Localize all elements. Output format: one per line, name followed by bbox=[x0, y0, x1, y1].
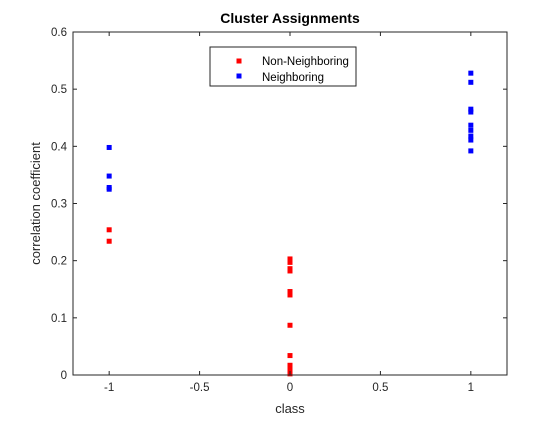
data-point-neighboring bbox=[106, 186, 112, 192]
data-markers bbox=[106, 70, 474, 377]
data-point-non-neighboring bbox=[106, 227, 112, 233]
y-axis-label: correlation coefficient bbox=[28, 142, 43, 265]
legend-label-non-neighboring: Non-Neighboring bbox=[262, 56, 349, 68]
data-point-non-neighboring bbox=[106, 238, 112, 244]
data-point-neighboring bbox=[468, 106, 474, 112]
y-tick-label: 0 bbox=[61, 370, 67, 382]
chart-title: Cluster Assignments bbox=[220, 10, 360, 26]
data-point-neighboring bbox=[468, 133, 474, 139]
data-point-neighboring bbox=[468, 148, 474, 154]
y-axis-ticks: 0 0.1 0.2 0.3 0.4 0.5 0.6 bbox=[51, 27, 507, 382]
data-point-non-neighboring bbox=[287, 256, 293, 262]
data-point-neighboring bbox=[468, 109, 474, 115]
legend-label-neighboring: Neighboring bbox=[262, 72, 324, 84]
x-axis-label: class bbox=[275, 401, 305, 416]
legend-marker-neighboring bbox=[236, 73, 242, 79]
data-point-non-neighboring bbox=[287, 292, 293, 298]
data-point-non-neighboring bbox=[287, 259, 293, 265]
data-point-non-neighboring bbox=[287, 322, 293, 328]
data-point-non-neighboring bbox=[287, 362, 293, 368]
x-tick-label: 1 bbox=[468, 382, 474, 394]
legend: Non-Neighboring Neighboring bbox=[209, 46, 357, 87]
data-point-neighboring bbox=[106, 173, 112, 179]
data-point-neighboring bbox=[468, 137, 474, 143]
legend-box bbox=[209, 46, 357, 87]
data-point-neighboring bbox=[468, 70, 474, 76]
plot-area bbox=[73, 32, 507, 375]
data-point-neighboring bbox=[106, 144, 112, 150]
y-tick-label: 0.4 bbox=[51, 141, 68, 153]
data-point-non-neighboring bbox=[287, 353, 293, 359]
y-tick-label: 0.6 bbox=[51, 27, 67, 39]
x-axis-ticks: -1 -0.5 0 0.5 1 bbox=[104, 32, 474, 394]
legend-marker-non-neighboring bbox=[236, 58, 242, 64]
x-tick-label: 0.5 bbox=[372, 382, 388, 394]
data-point-non-neighboring bbox=[287, 366, 293, 372]
y-tick-label: 0.3 bbox=[51, 199, 67, 211]
data-point-non-neighboring bbox=[287, 289, 293, 295]
data-point-neighboring bbox=[468, 122, 474, 128]
y-tick-label: 0.2 bbox=[51, 256, 67, 268]
data-point-neighboring bbox=[468, 79, 474, 85]
y-tick-label: 0.1 bbox=[51, 313, 67, 325]
data-point-non-neighboring bbox=[287, 268, 293, 274]
data-point-neighboring bbox=[468, 127, 474, 133]
x-tick-label: 0 bbox=[287, 382, 293, 394]
x-tick-label: -0.5 bbox=[190, 382, 210, 394]
x-tick-label: -1 bbox=[104, 382, 114, 394]
y-tick-label: 0.5 bbox=[51, 84, 67, 96]
